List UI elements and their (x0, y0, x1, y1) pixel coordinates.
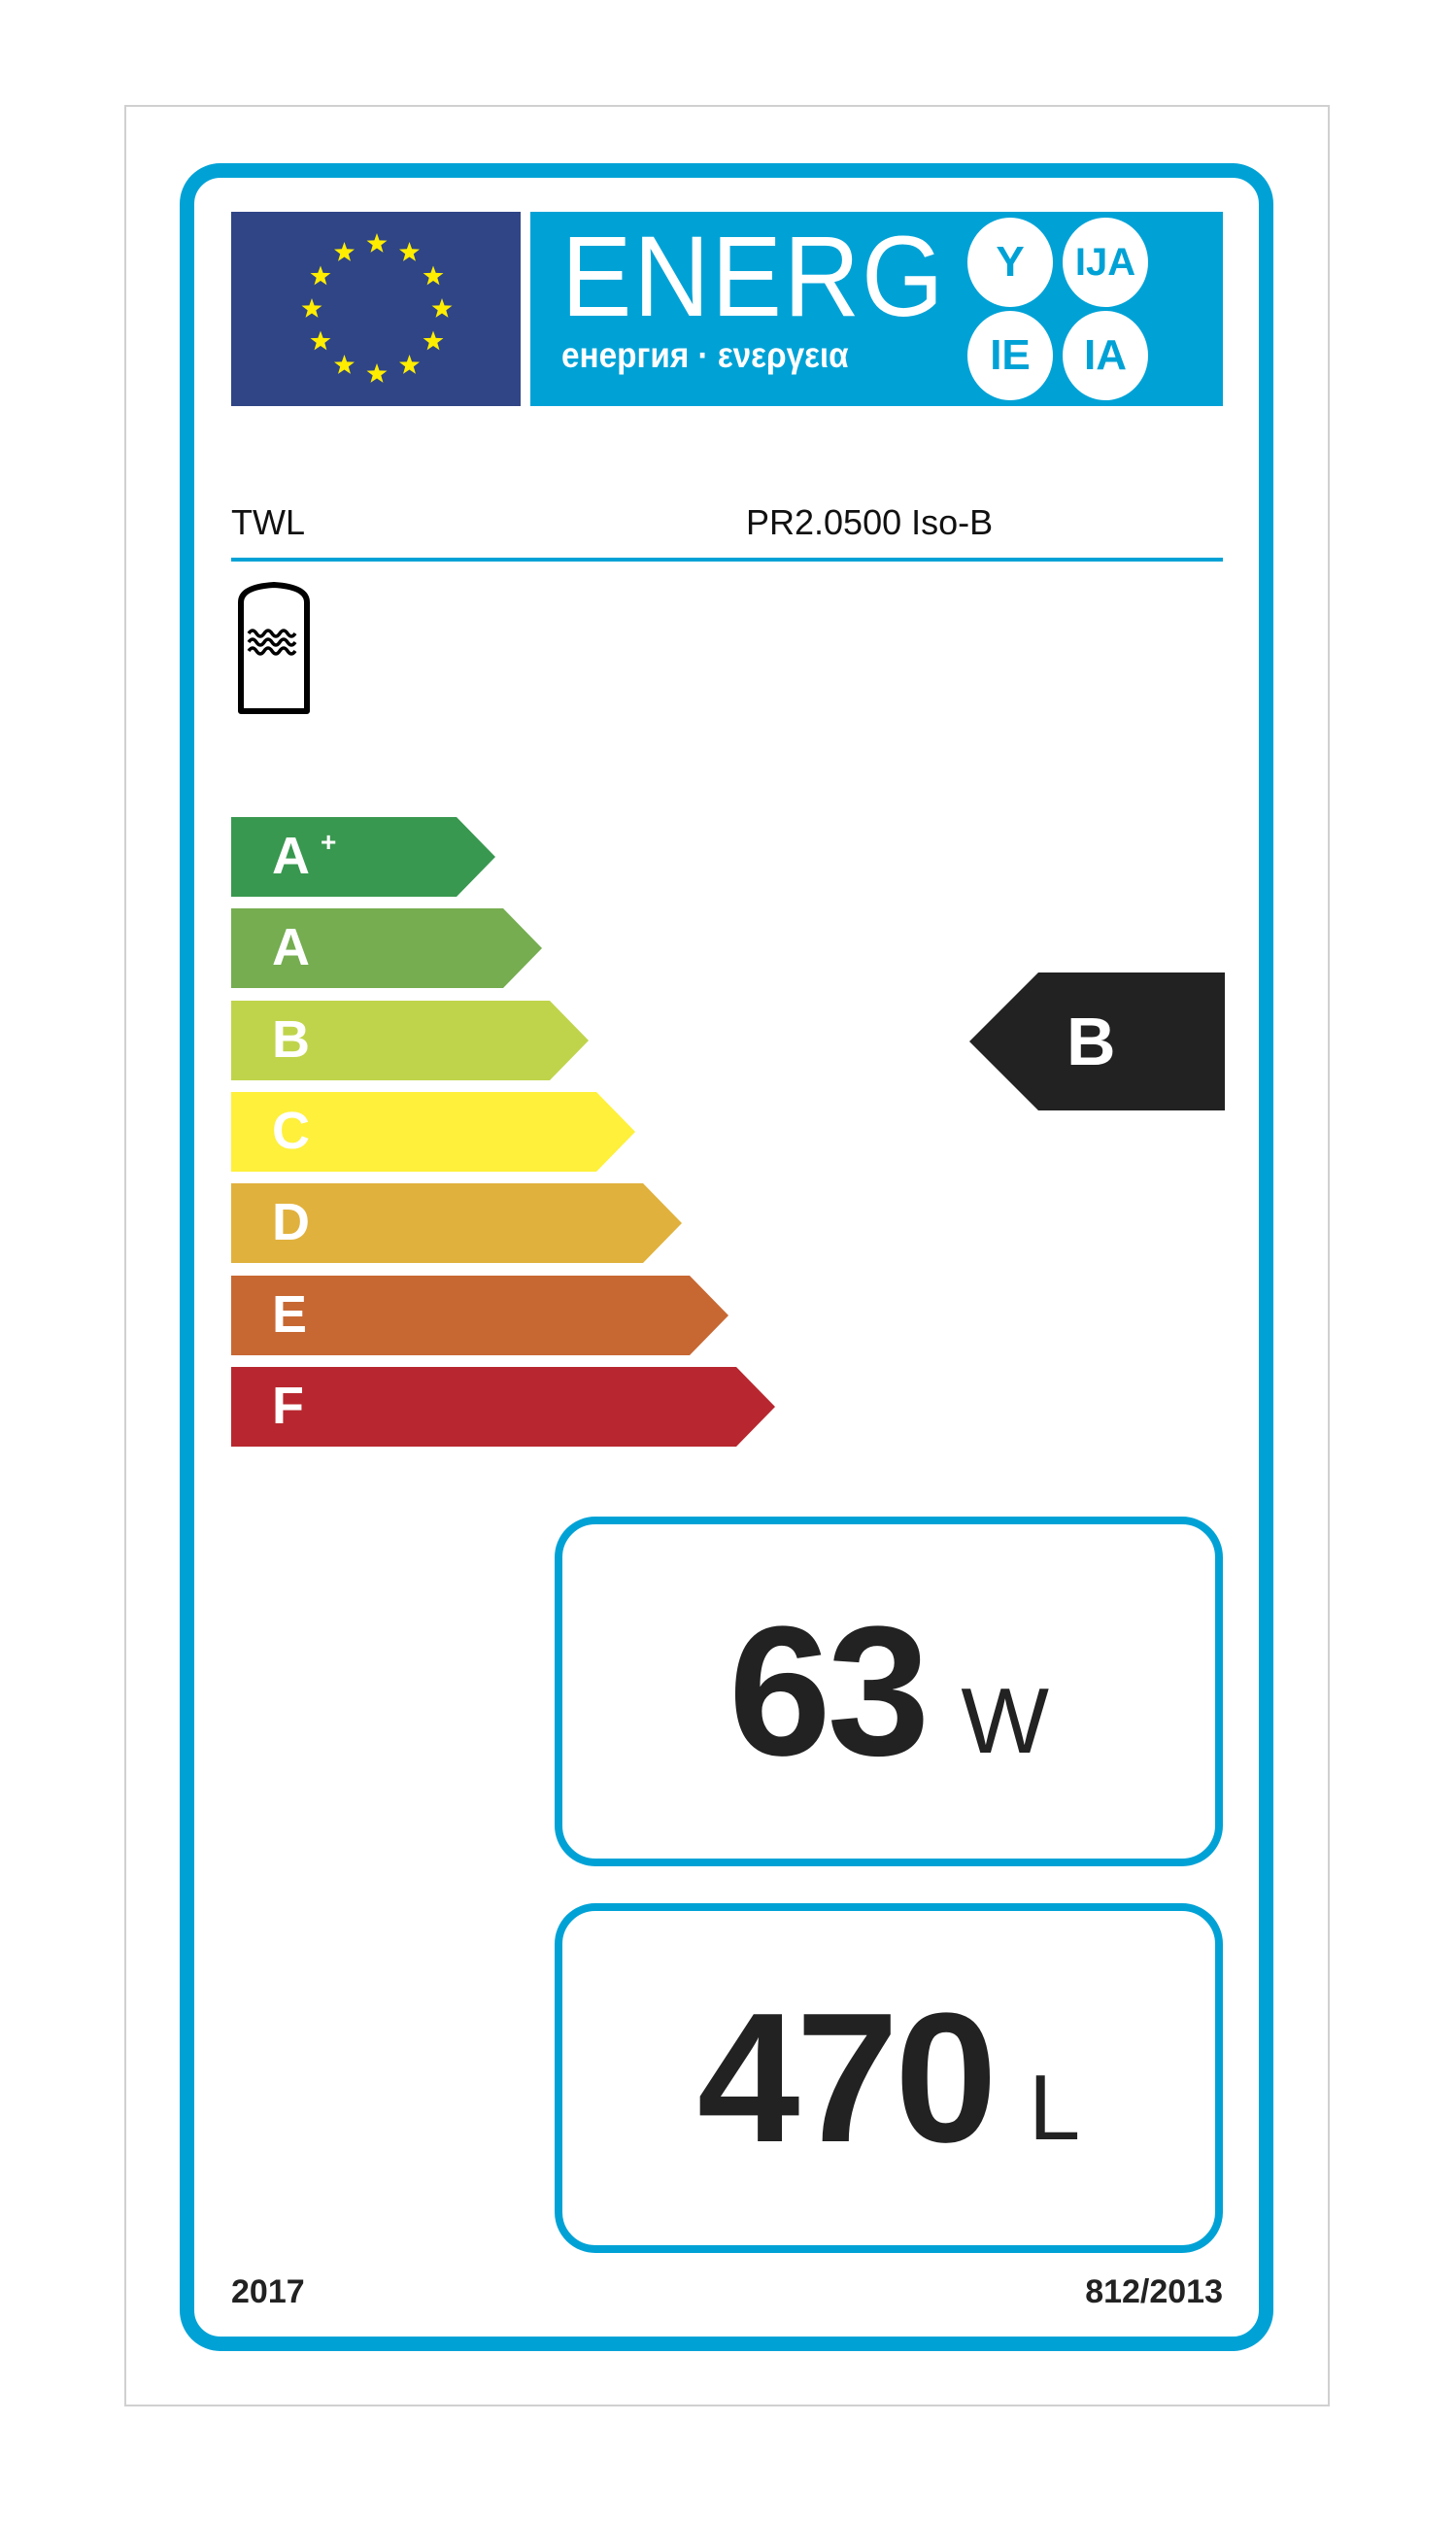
label-frame (180, 163, 1273, 2351)
energy-class-label: A (272, 918, 310, 977)
eu-star-icon (366, 233, 388, 253)
energy-class-label: E (272, 1284, 308, 1344)
eu-star-icon (334, 242, 355, 261)
energy-class-bar: B (231, 1000, 589, 1080)
eu-star-icon (399, 355, 420, 374)
eu-star-icon (310, 330, 331, 351)
label-year: 2017 (231, 2273, 305, 2310)
energy-class-bar: E (231, 1275, 728, 1355)
energy-class-bar: C (231, 1091, 635, 1172)
standing-loss-unit: W (961, 1669, 1049, 1773)
rating-arrow: B (969, 972, 1225, 1110)
rating-letter: B (1067, 1004, 1116, 1079)
energy-title: ENERG (561, 213, 946, 341)
suffix-circle-y: Y (967, 218, 1053, 307)
energy-class-label: F (272, 1376, 304, 1435)
eu-star-icon (366, 363, 388, 383)
eu-star-icon (399, 242, 420, 261)
label-sheet (124, 105, 1330, 2406)
eu-star-icon (334, 355, 355, 374)
energy-class-bar: F (231, 1366, 775, 1447)
energy-class-bar: D (231, 1183, 682, 1264)
eu-flag-icon (231, 212, 521, 406)
regulation-number: 812/2013 (1085, 2273, 1223, 2310)
volume-value: 470 (696, 1975, 998, 2181)
energy-class-bar: A (231, 908, 542, 989)
energy-class-label: C (272, 1101, 310, 1160)
hot-water-storage-tank-icon (235, 581, 313, 722)
eu-star-icon (310, 265, 331, 286)
eu-star-icon (431, 298, 453, 318)
suffix-circle-ija: IJA (1063, 218, 1148, 307)
eu-star-icon (423, 330, 444, 351)
volume-unit: L (1028, 2056, 1081, 2160)
suffix-circle-ia: IA (1063, 311, 1148, 400)
energy-class-label: B (272, 1009, 310, 1069)
energy-class-sup: + (321, 827, 337, 857)
energy-class-label: D (272, 1193, 310, 1252)
standing-loss-value: 63 (728, 1588, 930, 1794)
energy-subtitle: енергия · ενεργεια (561, 335, 849, 375)
standing-loss-box: 63 W (555, 1517, 1223, 1866)
energy-class-bar: A + (231, 817, 495, 897)
supplier-name: TWL (231, 502, 305, 542)
model-identifier: PR2.0500 Iso-B (746, 502, 994, 542)
suffix-circle-ie: IE (967, 311, 1053, 400)
energy-class-label: A (272, 827, 310, 885)
volume-box: 470 L (555, 1903, 1223, 2253)
eu-star-icon (423, 265, 444, 286)
eu-star-icon (301, 298, 322, 318)
divider (231, 558, 1223, 562)
